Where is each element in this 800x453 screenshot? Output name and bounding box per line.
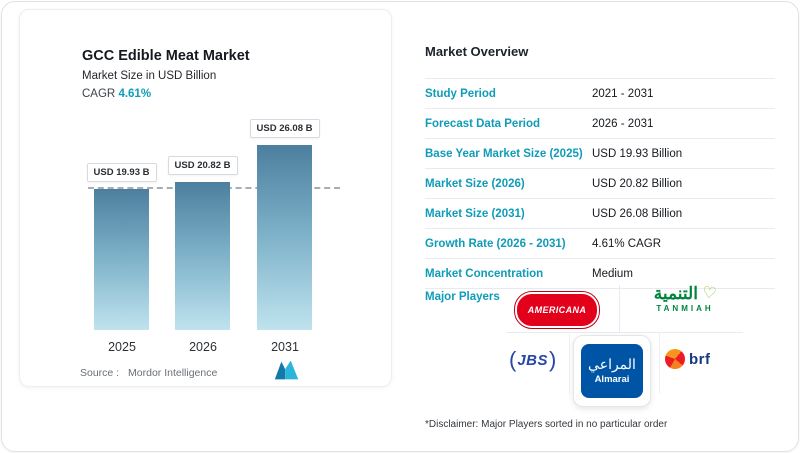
bar-2026 xyxy=(175,182,230,330)
row-label: Market Concentration xyxy=(425,267,544,280)
disclaimer: *Disclaimer: Major Players sorted in no … xyxy=(425,419,668,430)
tanmiah-arabic-text: التنمية xyxy=(653,284,698,303)
row-label: Market Size (2026) xyxy=(425,177,525,190)
tanmiah-heart-icon: ♡ xyxy=(700,283,718,303)
row-label: Market Size (2031) xyxy=(425,207,525,220)
bar-group-2026: USD 20.82 B xyxy=(167,116,238,330)
row-value: 2026 - 2031 xyxy=(592,117,654,130)
table-row: Forecast Data Period 2026 - 2031 xyxy=(425,109,775,139)
almarai-arabic-text: المراعي xyxy=(588,355,636,372)
chart-cagr: CAGR 4.61% xyxy=(82,88,151,100)
table-row: Growth Rate (2026 - 2031) 4.61% CAGR xyxy=(425,229,775,259)
table-row: Market Size (2031) USD 26.08 Billion xyxy=(425,199,775,229)
x-axis-label-2026: 2026 xyxy=(189,340,217,354)
table-row: Market Size (2026) USD 20.82 Billion xyxy=(425,169,775,199)
bar-group-2025: USD 19.93 B xyxy=(86,116,157,330)
row-value: Medium xyxy=(592,267,633,280)
source-label: Source : xyxy=(80,367,120,379)
jbs-swoosh-right: ) xyxy=(549,347,557,372)
mordor-intelligence-logo-icon xyxy=(274,360,299,380)
players-divider xyxy=(507,332,743,333)
bar-value-label-2025: USD 19.93 B xyxy=(86,163,157,182)
row-label: Growth Rate (2026 - 2031) xyxy=(425,237,566,250)
almarai-badge: المراعي Almarai xyxy=(581,344,643,398)
row-label: Base Year Market Size (2025) xyxy=(425,147,583,160)
brf-logo-text: brf xyxy=(689,350,711,368)
table-row: Market Concentration Medium xyxy=(425,259,775,289)
source-row: Source : Mordor Intelligence xyxy=(80,367,217,379)
market-overview-panel: Market Overview Study Period 2021 - 2031… xyxy=(425,44,775,444)
table-row: Base Year Market Size (2025) USD 19.93 B… xyxy=(425,139,775,169)
bar-group-2031: USD 26.08 B xyxy=(249,116,320,330)
players-divider xyxy=(619,285,620,332)
table-row: Study Period 2021 - 2031 xyxy=(425,78,775,109)
x-axis-label-2031: 2031 xyxy=(271,340,299,354)
chart-title: GCC Edible Meat Market xyxy=(82,48,250,64)
bar-value-label-2031: USD 26.08 B xyxy=(249,119,320,138)
almarai-logo: المراعي Almarai xyxy=(573,335,651,407)
bar-value-label-2026: USD 20.82 B xyxy=(167,156,238,175)
chart-card: GCC Edible Meat Market Market Size in US… xyxy=(19,9,392,387)
overview-title: Market Overview xyxy=(425,44,529,59)
source-value: Mordor Intelligence xyxy=(128,367,218,379)
brf-logo: brf xyxy=(665,349,711,369)
jbs-logo: ( JBS ) xyxy=(509,349,556,371)
chart-subtitle: Market Size in USD Billion xyxy=(82,70,217,82)
jbs-swoosh-left: ( xyxy=(509,347,517,372)
bar-2031 xyxy=(257,145,312,330)
row-label: Forecast Data Period xyxy=(425,117,541,130)
cagr-label: CAGR xyxy=(82,88,116,100)
major-players-logos: AMERICANA التنمية ♡ TANMIAH ( JBS ) xyxy=(507,283,743,411)
americana-logo-text: AMERICANA xyxy=(527,305,587,315)
bar-2025 xyxy=(94,189,149,330)
row-value: 2021 - 2031 xyxy=(592,87,654,100)
tanmiah-logo-text: TANMIAH xyxy=(656,304,714,313)
major-players-label: Major Players xyxy=(425,291,500,303)
players-divider xyxy=(569,332,570,394)
tanmiah-logo: التنمية ♡ TANMIAH xyxy=(629,283,741,313)
major-players-row: Major Players AMERICANA التنمية ♡ TANMIA… xyxy=(425,281,775,416)
cagr-value: 4.61% xyxy=(118,88,152,100)
row-label: Study Period xyxy=(425,87,496,100)
americana-logo: AMERICANA xyxy=(514,291,600,329)
row-value: USD 19.93 Billion xyxy=(592,147,683,160)
jbs-logo-text: JBS xyxy=(517,351,549,369)
row-value: USD 20.82 Billion xyxy=(592,177,683,190)
players-divider xyxy=(659,332,660,394)
almarai-logo-text: Almarai xyxy=(594,374,630,386)
row-value: 4.61% CAGR xyxy=(592,237,662,250)
brf-globe-icon xyxy=(665,349,685,369)
bar-chart: USD 19.93 B USD 20.82 B USD 26.08 B xyxy=(60,116,352,330)
x-axis-label-2025: 2025 xyxy=(108,340,136,354)
overview-table: Study Period 2021 - 2031 Forecast Data P… xyxy=(425,78,775,289)
row-value: USD 26.08 Billion xyxy=(592,207,683,220)
